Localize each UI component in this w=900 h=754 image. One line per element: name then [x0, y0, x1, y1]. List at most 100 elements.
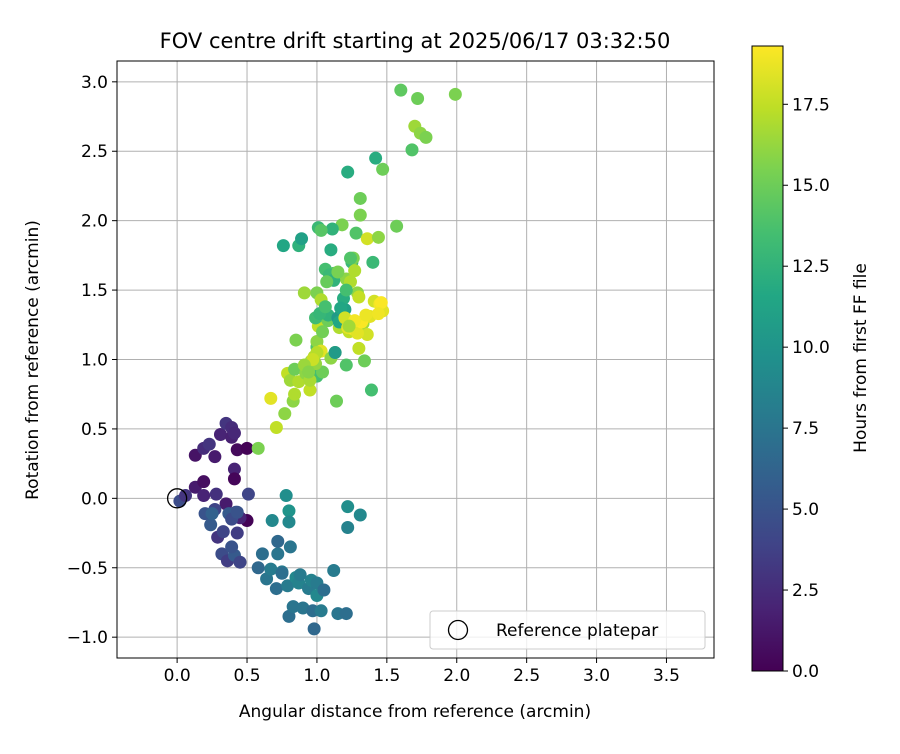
data-point: [208, 450, 222, 464]
data-point: [265, 514, 279, 528]
data-point: [197, 475, 211, 489]
data-point: [233, 555, 247, 569]
x-tick-label: 0.0: [164, 666, 191, 686]
data-point: [369, 151, 383, 165]
data-point: [341, 165, 355, 179]
data-point: [241, 487, 255, 501]
data-point: [230, 443, 244, 457]
data-point: [275, 566, 289, 580]
data-point: [227, 462, 241, 476]
data-point: [353, 508, 367, 522]
data-point: [314, 223, 328, 237]
data-point: [324, 243, 338, 257]
data-point: [335, 218, 349, 232]
data-point: [264, 562, 278, 576]
data-point: [310, 334, 324, 348]
data-point: [419, 130, 433, 144]
data-point: [374, 296, 388, 310]
data-point: [289, 333, 303, 347]
data-point: [293, 568, 307, 582]
data-point: [357, 354, 371, 368]
colorbar-gradient: [751, 45, 784, 672]
x-tick-label: 0.5: [234, 666, 261, 686]
data-point: [325, 222, 339, 236]
data-point: [328, 346, 342, 360]
data-point: [317, 583, 331, 597]
colorbar-tick-label: 2.5: [792, 581, 819, 601]
data-point: [339, 358, 353, 372]
x-tick-label: 2.0: [443, 666, 470, 686]
data-point: [394, 83, 408, 97]
reference-point-marker: [166, 488, 188, 509]
data-point: [251, 441, 265, 455]
data-point: [360, 232, 374, 246]
data-point: [251, 561, 265, 575]
data-point: [349, 226, 363, 240]
data-point: [230, 526, 244, 540]
data-point: [276, 239, 290, 253]
data-point: [405, 143, 419, 157]
colorbar: 0.0 2.5 5.0 7.5 10.0 12.5 15.0 17.5 Hours from …: [751, 45, 871, 682]
x-tick-label: 3.5: [653, 666, 680, 686]
data-point: [283, 540, 297, 554]
data-point: [269, 421, 283, 435]
data-point: [225, 540, 239, 554]
data-point: [204, 518, 218, 532]
data-point: [286, 600, 300, 614]
x-axis-label: Angular distance from reference (arcmin): [239, 702, 591, 722]
data-point: [448, 87, 462, 101]
data-point: [371, 230, 385, 244]
y-tick-label: −1.0: [67, 628, 108, 648]
data-point: [359, 308, 373, 322]
data-point: [282, 515, 296, 529]
data-point: [341, 520, 355, 534]
colorbar-tick-label: 0.0: [792, 662, 819, 682]
data-point: [227, 472, 241, 486]
data-point: [342, 319, 356, 333]
colorbar-tick-label: 5.0: [792, 500, 819, 520]
data-point: [303, 383, 317, 397]
data-point: [352, 341, 366, 355]
colorbar-tick-label: 12.5: [792, 257, 830, 277]
data-point: [353, 208, 367, 222]
data-point: [360, 328, 374, 342]
colorbar-tick-label: 17.5: [792, 95, 830, 115]
legend: Reference platepar: [429, 610, 706, 650]
y-tick-label: −0.5: [67, 559, 108, 579]
x-axis-ticks: 0.0 0.5 1.0 1.5 2.0 2.5 3.0 3.5: [164, 658, 680, 686]
x-tick-label: 2.5: [513, 666, 540, 686]
data-point: [320, 275, 334, 289]
data-point: [411, 91, 425, 105]
data-point: [227, 426, 241, 440]
data-point: [348, 264, 362, 278]
data-point: [213, 427, 227, 441]
data-point: [307, 622, 321, 636]
data-point: [330, 394, 344, 408]
data-point: [264, 391, 278, 405]
data-point: [282, 609, 296, 623]
data-point: [216, 525, 230, 539]
data-point: [297, 286, 311, 300]
data-point: [341, 500, 355, 514]
y-tick-label: 0.5: [81, 420, 108, 440]
colorbar-tick-label: 15.0: [792, 176, 830, 196]
data-point: [255, 547, 269, 561]
x-tick-label: 1.0: [303, 666, 330, 686]
data-point: [339, 607, 353, 621]
y-axis-label: Rotation from reference (arcmin): [23, 220, 43, 500]
colorbar-tick-label: 10.0: [792, 338, 830, 358]
data-point: [318, 300, 332, 314]
chart-title: FOV centre drift starting at 2025/06/17 …: [160, 29, 671, 53]
data-point: [279, 489, 293, 503]
data-point: [302, 365, 316, 379]
legend-box: [429, 610, 706, 650]
data-point: [209, 487, 223, 501]
data-point: [197, 489, 211, 503]
data-point: [352, 290, 366, 304]
data-point: [376, 162, 390, 176]
colorbar-ticks: 0.0 2.5 5.0 7.5 10.0 12.5 15.0 17.5: [783, 95, 830, 682]
data-point: [282, 504, 296, 518]
data-point: [205, 507, 219, 521]
y-tick-label: 1.0: [81, 351, 108, 371]
